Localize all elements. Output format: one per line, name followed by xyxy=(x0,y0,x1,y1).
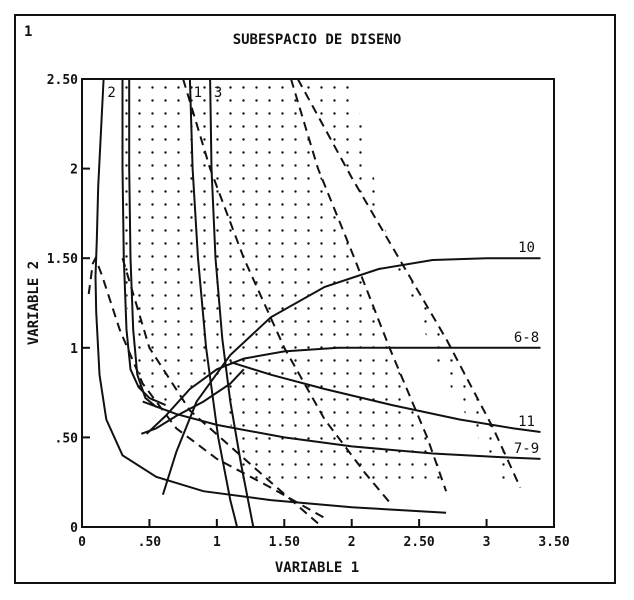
y-tick-label: 1 xyxy=(70,342,78,357)
constraint-curve-unlabeled-13 xyxy=(290,79,448,492)
x-tick-label: 2 xyxy=(348,535,356,550)
constraint-curve-11 xyxy=(230,361,541,433)
curve-label-2: 2 xyxy=(107,85,115,101)
curve-label-11: 11 xyxy=(518,414,535,430)
y-tick-label: 2.50 xyxy=(47,73,78,88)
curve-label-6-8: 6-8 xyxy=(514,330,539,346)
curve-label-10: 10 xyxy=(518,240,535,256)
constraint-curve-unlabeled-1 xyxy=(121,79,167,407)
chart-title: SUBESPACIO DE DISENO xyxy=(233,32,402,48)
y-axis-label: VARIABLE 2 xyxy=(26,261,42,345)
constraint-curve-10 xyxy=(161,257,541,495)
constraint-curve-7-9 xyxy=(142,400,541,460)
constraint-curve-6-8 xyxy=(146,346,541,435)
curve-label-3: 3 xyxy=(214,85,222,101)
y-tick-label: .50 xyxy=(55,431,79,446)
x-tick-label: 3.50 xyxy=(538,535,569,550)
x-tick-label: 1 xyxy=(213,535,221,550)
constraint-curve-1 xyxy=(188,79,239,527)
x-tick-label: .50 xyxy=(138,535,162,550)
corner-mark: 1 xyxy=(24,24,32,40)
constraint-curve-unlabeled-12 xyxy=(182,79,393,507)
y-tick-label: 2 xyxy=(70,163,78,178)
x-tick-label: 1.50 xyxy=(269,535,300,550)
plot-area xyxy=(81,78,555,528)
y-tick-label: 1.50 xyxy=(47,252,78,267)
constraint-curve-unlabeled-10 xyxy=(87,255,326,519)
x-axis-label: VARIABLE 1 xyxy=(275,560,359,576)
x-tick-label: 2.50 xyxy=(403,535,434,550)
x-tick-label: 3 xyxy=(483,535,491,550)
y-tick-label: 0 xyxy=(70,521,78,536)
feasible-region xyxy=(117,79,521,488)
constraint-curve-unlabeled-2 xyxy=(128,79,157,408)
curve-label-7-9: 7-9 xyxy=(514,441,539,457)
constraint-curve-3 xyxy=(209,79,255,527)
constraint-curve-unlabeled-14 xyxy=(296,79,522,489)
constraint-curve-unlabeled-11 xyxy=(121,257,319,525)
curve-label-1: 1 xyxy=(194,85,202,101)
chart-frame: 0.50 1 1.50 2 2.50 3 3.50 0.50 1 1.50 2 2.50 2 1 3 11 7… xyxy=(14,14,616,584)
constraint-curve-2 xyxy=(94,79,447,514)
x-tick-label: 0 xyxy=(78,535,86,550)
